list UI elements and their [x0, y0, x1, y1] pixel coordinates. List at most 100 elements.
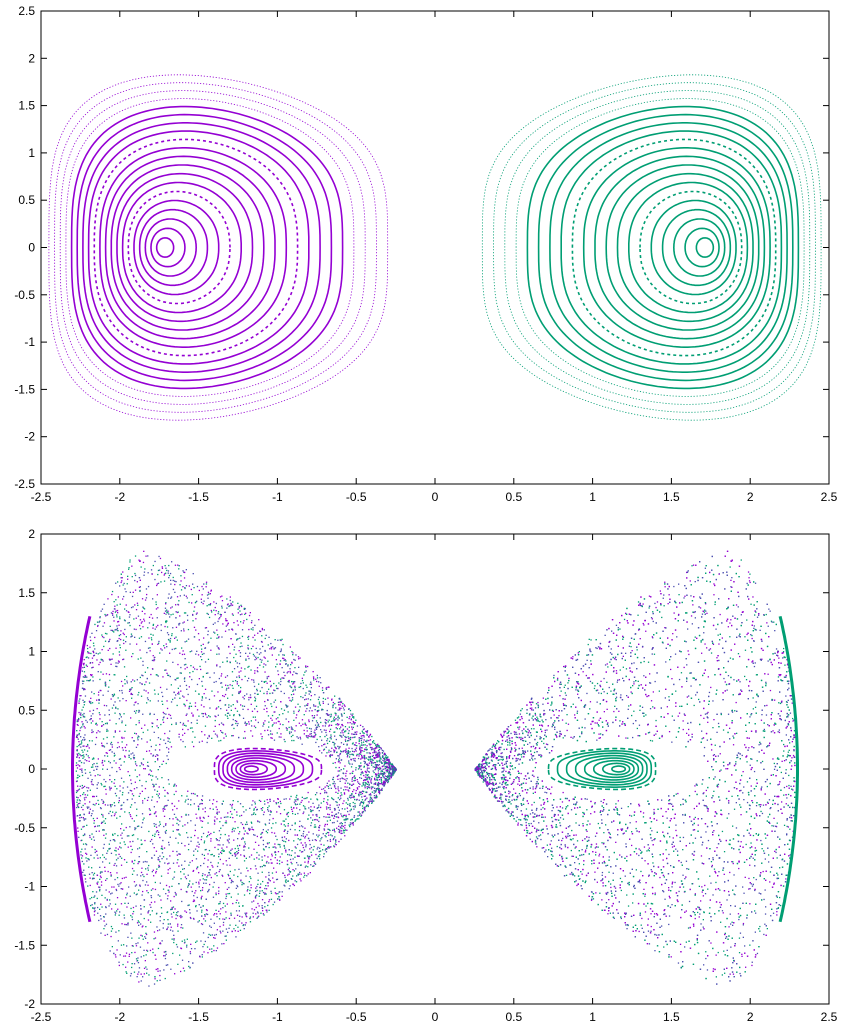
sea-point	[169, 818, 171, 820]
sea-point	[360, 762, 362, 764]
sea-point	[130, 717, 132, 719]
sea-point	[166, 672, 168, 674]
sea-point	[247, 647, 249, 649]
sea-point	[313, 845, 315, 848]
sea-point	[120, 680, 123, 683]
sea-point	[239, 844, 241, 847]
sea-point	[219, 821, 221, 823]
sea-point	[246, 693, 248, 695]
sea-point	[83, 813, 85, 815]
sea-point	[330, 713, 332, 715]
sea-point	[227, 873, 229, 876]
sea-point	[221, 636, 223, 638]
sea-point	[76, 723, 78, 726]
sea-point	[289, 699, 291, 702]
sea-point	[225, 618, 227, 620]
sea-point	[263, 663, 265, 665]
sea-point	[77, 789, 80, 791]
sea-point	[239, 655, 242, 657]
sea-point	[338, 707, 341, 709]
sea-point	[203, 693, 205, 695]
sea-point	[192, 731, 194, 733]
sea-point	[158, 825, 160, 827]
sea-point	[380, 777, 383, 779]
sea-point	[161, 700, 163, 702]
sea-point	[274, 639, 276, 641]
sea-point	[261, 738, 263, 740]
sea-point	[310, 736, 312, 738]
sea-point	[387, 776, 389, 778]
sea-point	[299, 738, 302, 740]
sea-point	[264, 729, 266, 732]
sea-point	[279, 846, 281, 848]
sea-point	[91, 691, 93, 693]
sea-point	[146, 873, 148, 875]
sea-point	[360, 802, 362, 804]
sea-point	[159, 749, 161, 751]
sea-point	[130, 782, 133, 785]
sea-point	[361, 796, 363, 798]
sea-point	[227, 712, 230, 714]
sea-point	[132, 945, 134, 947]
sea-point	[340, 792, 342, 794]
sea-point	[322, 725, 324, 727]
sea-point	[353, 808, 355, 810]
sea-point	[235, 854, 237, 856]
sea-point	[96, 874, 99, 876]
sea-point	[202, 676, 204, 678]
sea-point	[350, 766, 353, 768]
sea-point	[106, 878, 108, 880]
sea-point	[186, 688, 188, 690]
sea-point	[220, 851, 222, 854]
sea-point	[164, 610, 167, 612]
sea-point	[297, 798, 299, 800]
sea-point	[179, 954, 181, 956]
sea-point	[83, 689, 85, 691]
sea-point	[220, 730, 222, 732]
sea-point	[128, 690, 131, 692]
sea-point	[180, 878, 182, 880]
sea-point	[122, 639, 125, 641]
sea-point	[210, 649, 212, 651]
sea-point	[141, 738, 143, 740]
sea-point	[239, 690, 242, 692]
sea-point	[134, 781, 136, 783]
sea-point	[245, 857, 247, 859]
sea-point	[333, 821, 335, 824]
sea-point	[169, 572, 172, 575]
sea-point	[339, 698, 341, 700]
sea-point	[81, 860, 83, 863]
sea-point	[159, 557, 162, 560]
sea-point	[76, 745, 78, 748]
sea-point	[307, 791, 309, 794]
sea-point	[149, 769, 151, 771]
sea-point	[377, 764, 379, 767]
sea-point	[87, 807, 89, 809]
sea-point	[313, 677, 315, 679]
sea-point	[365, 747, 367, 749]
sea-point	[143, 875, 145, 878]
sea-point	[103, 636, 105, 639]
sea-point	[90, 697, 92, 699]
sea-point	[182, 586, 184, 588]
sea-point	[258, 619, 260, 621]
sea-point	[207, 834, 209, 837]
sea-point	[361, 755, 363, 757]
sea-point	[208, 641, 210, 643]
sea-point	[170, 614, 172, 616]
sea-point	[300, 825, 303, 827]
sea-point	[358, 767, 361, 769]
sea-point	[190, 948, 193, 950]
sea-point	[88, 806, 90, 808]
sea-point	[341, 719, 343, 721]
sea-point	[231, 735, 233, 737]
sea-point	[352, 758, 354, 760]
sea-point	[190, 792, 193, 795]
sea-point	[320, 806, 322, 809]
sea-point	[228, 687, 230, 689]
sea-point	[333, 781, 335, 783]
sea-point	[291, 699, 294, 701]
sea-point	[157, 727, 159, 729]
sea-point	[203, 854, 205, 856]
sea-point	[132, 913, 134, 915]
